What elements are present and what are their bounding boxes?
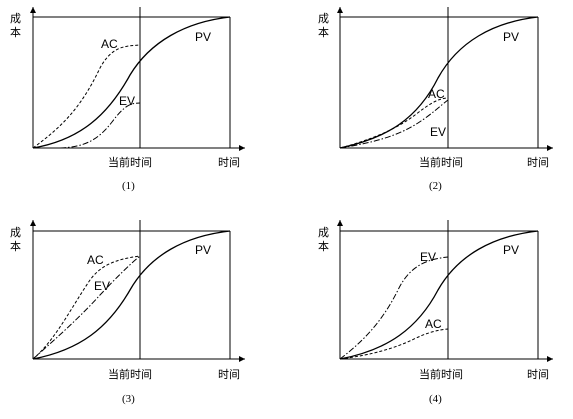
current-time-label: 当前时间 xyxy=(419,155,463,169)
pv-label: PV xyxy=(503,30,519,44)
y-axis-label-char-1: 成 xyxy=(10,12,21,25)
pv-label: PV xyxy=(503,243,519,257)
pv-curve xyxy=(339,16,539,149)
y-axis-label-char-1: 成 xyxy=(10,226,21,239)
pv-curve xyxy=(32,16,231,149)
y-axis-label-char-2: 本 xyxy=(318,25,329,39)
pv-label: PV xyxy=(195,30,211,44)
ac-curve xyxy=(339,328,449,360)
y-axis-label-char-1: 成 xyxy=(318,12,329,25)
ac-curve xyxy=(339,97,449,149)
ev-label: EV xyxy=(119,94,135,108)
time-axis-label: 时间 xyxy=(527,156,549,169)
ev-label: EV xyxy=(420,250,436,264)
panel-4: 成 本 PV EV AC 当前时间 时间 (4) xyxy=(318,220,553,405)
current-time-label: 当前时间 xyxy=(108,155,152,169)
ev-curve xyxy=(339,99,449,149)
y-axis-label-char-2: 本 xyxy=(10,25,21,39)
panel-caption: (4) xyxy=(429,393,442,405)
panel-2: 成 本 PV AC EV 当前时间 时间 (2) xyxy=(318,7,553,192)
pv-curve xyxy=(339,230,539,360)
pv-label: PV xyxy=(195,243,211,257)
pv-curve xyxy=(32,230,231,360)
time-axis-label: 时间 xyxy=(527,368,549,381)
time-axis-label: 时间 xyxy=(218,156,240,169)
ev-label: EV xyxy=(430,125,446,139)
ev-label: EV xyxy=(94,279,110,293)
ac-label: AC xyxy=(87,253,104,267)
y-axis-label-char-2: 本 xyxy=(10,239,21,253)
ev-curve xyxy=(59,102,141,149)
panel-1: 成 本 PV AC EV 当前时间 时间 (1) xyxy=(10,7,245,192)
y-axis-label-char-2: 本 xyxy=(318,239,329,253)
y-axis-label-char-1: 成 xyxy=(318,226,329,239)
ac-label: AC xyxy=(101,37,118,51)
panel-3: 成 本 PV AC EV 当前时间 时间 (3) xyxy=(10,220,245,405)
ac-curve xyxy=(32,255,141,360)
time-axis-label: 时间 xyxy=(218,368,240,381)
ev-curve xyxy=(339,256,449,360)
current-time-label: 当前时间 xyxy=(419,367,463,381)
ev-curve xyxy=(32,255,141,360)
panel-caption: (3) xyxy=(122,393,135,405)
ac-label: AC xyxy=(428,87,445,101)
panel-caption: (2) xyxy=(429,180,442,192)
panel-caption: (1) xyxy=(122,180,135,192)
current-time-label: 当前时间 xyxy=(108,367,152,381)
ac-label: AC xyxy=(425,317,442,331)
